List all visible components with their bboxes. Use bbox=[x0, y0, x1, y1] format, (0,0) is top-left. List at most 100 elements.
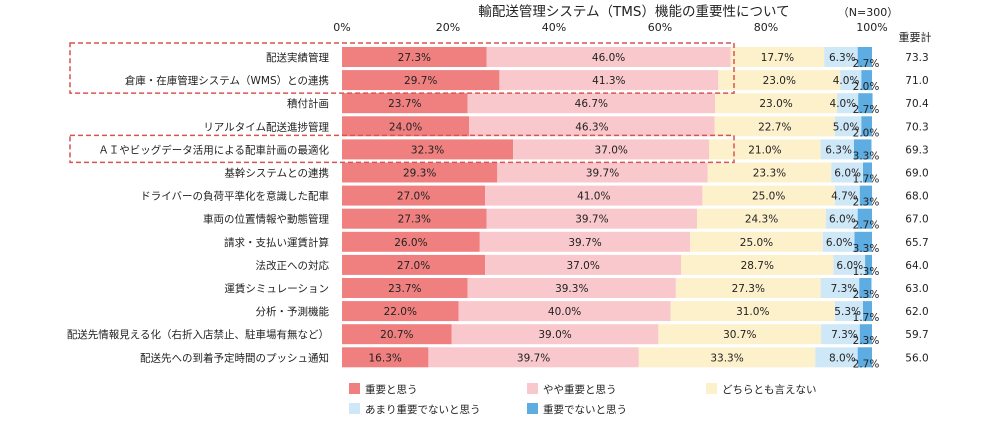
bar-segment bbox=[485, 185, 703, 206]
bar-segment bbox=[859, 278, 872, 298]
data-label: 39.7% bbox=[575, 214, 608, 226]
bar-segment bbox=[709, 139, 821, 160]
data-label: 1.7% bbox=[853, 174, 880, 186]
total-value: 68.0 bbox=[905, 191, 928, 203]
legend-label: 重要でないと思う bbox=[543, 403, 627, 416]
total-value: 64.0 bbox=[905, 260, 928, 272]
legend-label: やや重要と思う bbox=[543, 383, 617, 396]
data-label: 4.0% bbox=[833, 75, 860, 87]
data-label: 2.0% bbox=[853, 81, 880, 93]
bar-segment bbox=[707, 162, 832, 183]
category-label: 法改正への対応 bbox=[256, 259, 330, 272]
data-label: 6.0% bbox=[826, 237, 853, 249]
bar-segment bbox=[697, 208, 826, 229]
category-label: 車両の位置情報や動態管理 bbox=[203, 213, 329, 226]
data-label: 2.0% bbox=[853, 127, 880, 139]
data-label: 6.0% bbox=[829, 214, 856, 226]
total-value: 65.7 bbox=[905, 237, 928, 249]
category-label: 配送実績管理 bbox=[266, 51, 329, 64]
data-label: 26.0% bbox=[394, 237, 427, 249]
bar-segment bbox=[822, 231, 855, 252]
bar-segment bbox=[499, 70, 719, 91]
legend-swatch bbox=[349, 403, 360, 414]
bar-segment bbox=[821, 324, 860, 345]
bar-segment bbox=[857, 208, 872, 229]
x-tick-label: 0% bbox=[333, 21, 350, 34]
category-label: 倉庫・在庫管理システム（WMS）との連携 bbox=[125, 74, 329, 87]
category-label: 請求・支払い運賃計算 bbox=[224, 236, 329, 249]
bar-segment bbox=[681, 254, 834, 275]
category-label: 運賃シミュレーション bbox=[224, 282, 329, 295]
category-label: 分析・予測機能 bbox=[256, 305, 330, 318]
x-tick-label: 100% bbox=[856, 21, 887, 34]
data-label: 20.7% bbox=[380, 329, 413, 341]
data-label: 23.0% bbox=[759, 98, 792, 110]
bar-segment bbox=[834, 301, 863, 322]
bar-segment bbox=[857, 347, 872, 368]
highlight-box bbox=[69, 42, 735, 94]
bar-segment bbox=[715, 93, 838, 114]
bar-segment bbox=[820, 278, 860, 298]
bar-segment bbox=[467, 93, 716, 114]
x-tick-label: 20% bbox=[436, 21, 460, 34]
bar-segment bbox=[342, 231, 480, 252]
data-label: 27.0% bbox=[397, 191, 430, 203]
bar-segment bbox=[451, 324, 659, 345]
total-value: 70.4 bbox=[905, 98, 929, 110]
bar-segment bbox=[342, 301, 459, 322]
bar-segment bbox=[859, 185, 872, 206]
bar-segment bbox=[342, 116, 470, 137]
data-label: 41.3% bbox=[592, 75, 625, 87]
data-label: 3.3% bbox=[853, 150, 880, 162]
data-label: 39.3% bbox=[555, 283, 588, 295]
data-label: 33.3% bbox=[710, 352, 743, 364]
legend-label: あまり重要でないと思う bbox=[365, 403, 481, 416]
bar-segment bbox=[342, 324, 452, 345]
bar-segment bbox=[342, 162, 498, 183]
bar-segment bbox=[833, 254, 866, 275]
bar-segment bbox=[714, 116, 835, 137]
total-value: 59.7 bbox=[905, 329, 928, 341]
highlight-box bbox=[69, 134, 735, 164]
legend-swatch bbox=[706, 383, 717, 394]
bar-segment bbox=[861, 70, 872, 91]
bar-segment bbox=[825, 208, 858, 229]
bar-segment bbox=[658, 324, 822, 345]
category-label: リアルタイム配送進捗管理 bbox=[203, 120, 329, 133]
x-tick-label: 80% bbox=[754, 21, 778, 34]
bar-segment bbox=[469, 116, 715, 137]
bar-segment bbox=[831, 162, 863, 183]
data-label: 39.7% bbox=[517, 352, 550, 364]
data-label: 25.0% bbox=[740, 237, 773, 249]
data-label: 2.7% bbox=[853, 104, 880, 116]
data-label: 46.7% bbox=[575, 98, 608, 110]
bar-segment bbox=[513, 139, 710, 160]
data-label: 22.7% bbox=[758, 121, 791, 133]
category-label: ドライバーの負荷平準化を意識した配車 bbox=[140, 190, 329, 203]
bar-segment bbox=[718, 70, 841, 91]
total-value: 67.0 bbox=[905, 214, 928, 226]
data-label: 41.0% bbox=[577, 191, 610, 203]
category-label: ＡＩやビッグデータ活用による配車計画の最適化 bbox=[98, 143, 329, 156]
data-label: 17.7% bbox=[761, 52, 794, 64]
data-label: 2.3% bbox=[853, 335, 880, 347]
bar-segment bbox=[638, 347, 816, 368]
total-value: 71.0 bbox=[905, 75, 928, 87]
bar-segment bbox=[342, 254, 486, 275]
data-label: 27.3% bbox=[398, 52, 431, 64]
bar-segment bbox=[342, 347, 429, 368]
data-label: 7.3% bbox=[831, 329, 858, 341]
bar-segment bbox=[853, 139, 872, 160]
legend-swatch bbox=[349, 383, 360, 394]
data-label: 27.3% bbox=[732, 283, 765, 295]
data-label: 28.7% bbox=[741, 260, 774, 272]
bar-segment bbox=[857, 47, 872, 67]
data-label: 46.3% bbox=[575, 121, 608, 133]
bar-segment bbox=[730, 47, 825, 67]
total-value: 70.3 bbox=[905, 121, 928, 133]
legend-swatch bbox=[527, 403, 538, 414]
data-label: 5.0% bbox=[833, 121, 860, 133]
bar-segment bbox=[675, 278, 821, 298]
total-value: 69.0 bbox=[905, 168, 928, 180]
